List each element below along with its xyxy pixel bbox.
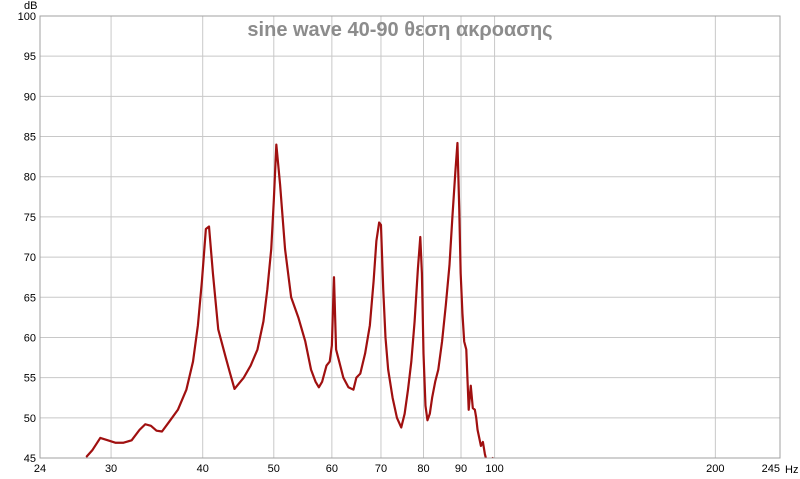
- plot-frame: [39, 15, 781, 459]
- x-tick-labels: 24 30 40 50 60 70 80 90 100 200 245: [34, 463, 780, 475]
- x-tick-label: 100: [485, 463, 503, 475]
- y-tick-label: 80: [24, 172, 36, 184]
- y-tick-label: 100: [18, 11, 36, 23]
- x-tick-label: 30: [105, 463, 117, 475]
- y-tick-label: 75: [24, 212, 36, 224]
- y-tick-label: 60: [24, 332, 36, 344]
- x-axis-unit: Hz: [785, 464, 798, 476]
- y-axis-unit: dB: [24, 0, 37, 12]
- chart-title: sine wave 40-90 θεση ακροασης: [247, 19, 552, 41]
- y-tick-label: 45: [24, 453, 36, 465]
- y-tick-label: 50: [24, 413, 36, 425]
- x-tick-label: 24: [34, 463, 46, 475]
- x-tick-label: 50: [268, 463, 280, 475]
- plot-background: [40, 16, 780, 458]
- y-tick-label: 65: [24, 292, 36, 304]
- y-tick-labels: 45 50 55 60 65 70 75 80 85 90 95 100: [18, 11, 36, 465]
- x-tick-label: 90: [455, 463, 467, 475]
- x-tick-label: 40: [197, 463, 209, 475]
- y-tick-label: 90: [24, 91, 36, 103]
- x-tick-label: 245: [762, 463, 780, 475]
- series-line: [85, 141, 495, 458]
- y-tick-label: 70: [24, 252, 36, 264]
- x-tick-label: 60: [326, 463, 338, 475]
- y-tick-label: 55: [24, 373, 36, 385]
- x-tick-label: 80: [417, 463, 429, 475]
- x-tick-label: 200: [706, 463, 724, 475]
- y-tick-label: 85: [24, 132, 36, 144]
- y-tick-label: 95: [24, 51, 36, 63]
- x-tick-label: 70: [375, 463, 387, 475]
